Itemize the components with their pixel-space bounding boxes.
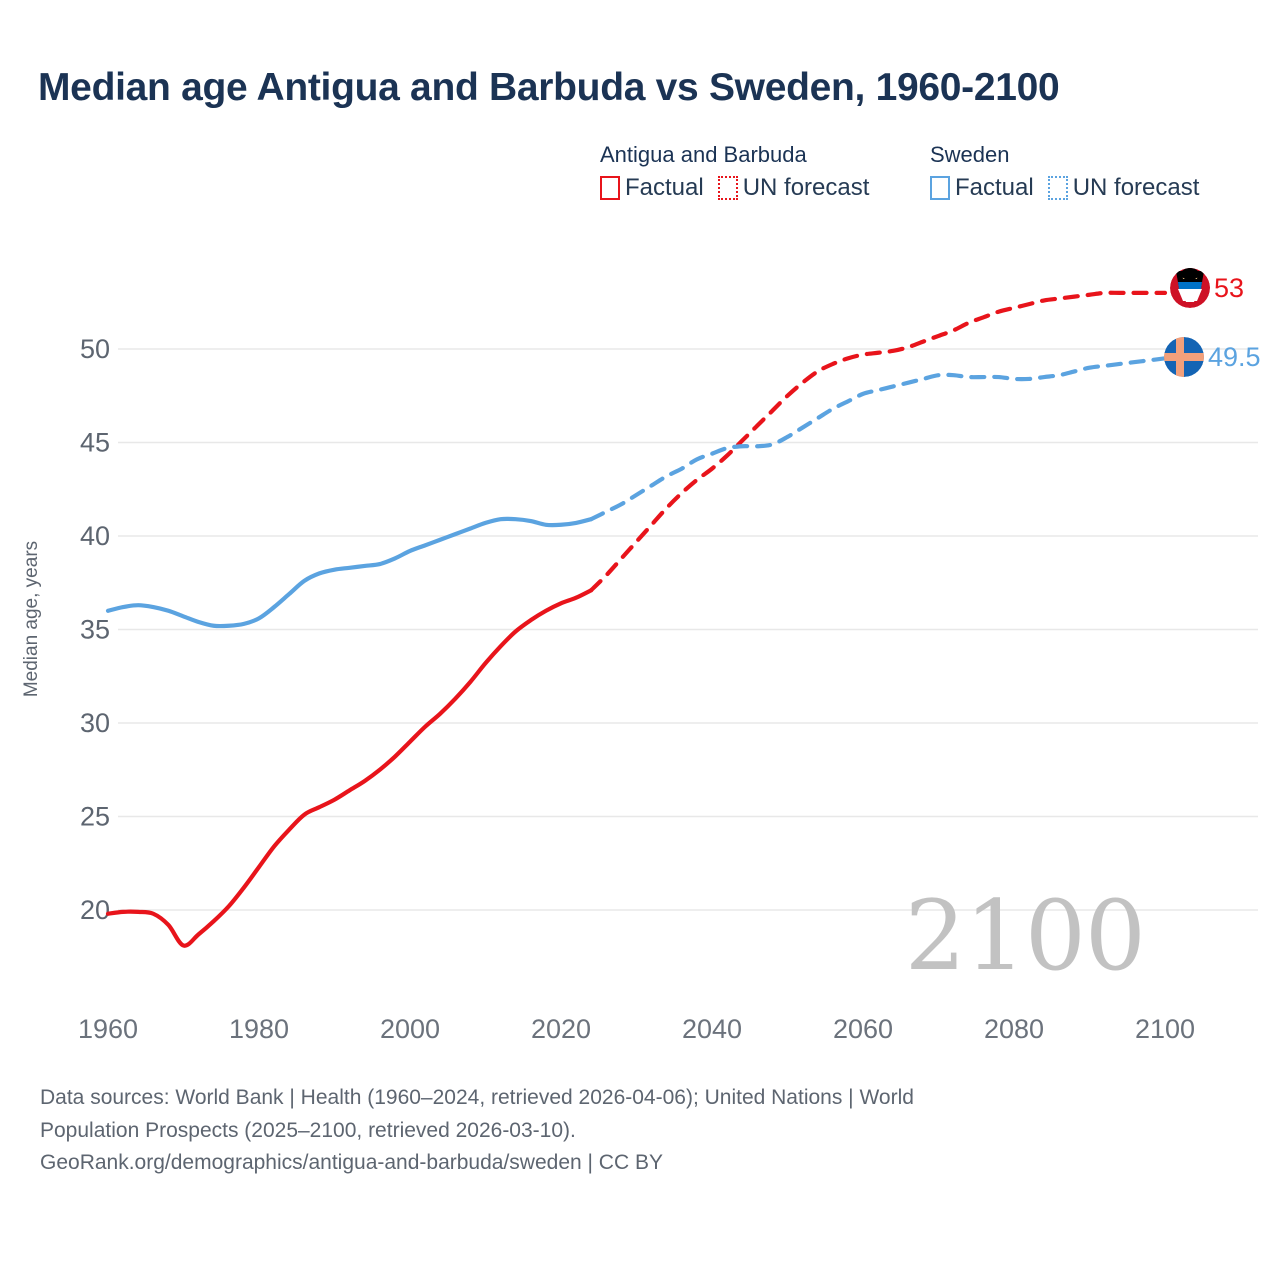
y-tick-label: 35 — [80, 615, 110, 645]
x-tick-label: 2080 — [984, 1014, 1044, 1044]
footer-line-2: Population Prospects (2025–2100, retriev… — [40, 1118, 576, 1142]
legend-entry-label: UN forecast — [1072, 174, 1200, 201]
series-line-sweden-factual — [105, 516, 594, 629]
end-label-sweden: 49.5 — [1164, 337, 1261, 377]
end-label-antigua-and-barbuda: 53 — [1170, 268, 1244, 308]
legend-entry-antigua-factual[interactable]: Factual — [600, 174, 704, 202]
legend-entry-label: UN forecast — [742, 174, 870, 201]
watermark-year: 2100 — [904, 880, 1146, 992]
antigua-and-barbuda-flag-icon — [1170, 268, 1210, 308]
y-axis-title: Median age, years — [21, 540, 42, 698]
chart-gridlines — [118, 348, 1258, 911]
chart-series-lines — [105, 290, 1168, 948]
series-line-antigua-and-barbuda-forecast — [589, 290, 1168, 593]
chart-legend: Antigua and Barbuda Factual UN forecast … — [600, 142, 1260, 222]
series-line-antigua-and-barbuda-factual — [105, 588, 594, 948]
legend-entry-sweden-un-forecast[interactable]: UN forecast — [1047, 174, 1200, 202]
footer-sources: Data sources: World Bank | Health (1960–… — [40, 1082, 1210, 1180]
legend-entry-label: Factual — [955, 174, 1034, 201]
chart-plot-area: 20 25 30 35 40 45 50 1960 1980 2000 2020 2040 2060 2… — [78, 290, 1258, 1044]
legend-entry-sweden-factual[interactable]: Factual — [930, 174, 1034, 202]
legend-group-sweden: Sweden Factual UN forecast — [930, 142, 1199, 202]
x-tick-label: 1960 — [78, 1014, 138, 1044]
x-tick-label: 1980 — [229, 1014, 289, 1044]
sweden-flag-icon — [1164, 337, 1204, 377]
y-tick-label: 45 — [80, 428, 110, 458]
legend-swatch-dotted-icon — [1047, 176, 1068, 200]
page-title: Median age Antigua and Barbuda vs Sweden… — [38, 66, 1060, 109]
x-tick-label: 2060 — [833, 1014, 893, 1044]
footer-line-3[interactable]: GeoRank.org/demographics/antigua-and-bar… — [40, 1151, 663, 1175]
x-tick-label: 2040 — [682, 1014, 742, 1044]
x-tick-label: 2020 — [531, 1014, 591, 1044]
y-tick-label: 30 — [80, 708, 110, 738]
legend-swatch-solid-icon — [930, 176, 950, 200]
legend-entry-label: Factual — [625, 174, 704, 201]
legend-swatch-dotted-icon — [717, 176, 738, 200]
footer-line-1: Data sources: World Bank | Health (1960–… — [40, 1086, 914, 1109]
legend-swatch-solid-icon — [600, 176, 620, 200]
legend-group-title: Sweden — [930, 142, 1010, 167]
y-tick-label: 20 — [80, 895, 110, 925]
chart-y-tick-labels: 20 25 30 35 40 45 50 — [80, 334, 110, 925]
y-tick-label: 50 — [80, 334, 110, 364]
end-label-value: 53 — [1214, 272, 1245, 303]
series-line-sweden-forecast — [589, 356, 1168, 522]
x-tick-label: 2000 — [380, 1014, 440, 1044]
chart-x-tick-labels: 1960 1980 2000 2020 2040 2060 2080 2100 — [78, 1014, 1195, 1044]
x-tick-label: 2100 — [1135, 1014, 1195, 1044]
y-tick-label: 40 — [80, 521, 110, 551]
y-tick-label: 25 — [80, 802, 110, 832]
chart-svg: 20 25 30 35 40 45 50 1960 1980 2000 2020 2040 2060 2… — [78, 290, 1258, 1044]
legend-group-antigua-and-barbuda: Antigua and Barbuda Factual UN forecast — [600, 142, 869, 202]
end-label-value: 49.5 — [1208, 341, 1261, 372]
legend-entry-antigua-un-forecast[interactable]: UN forecast — [717, 174, 870, 202]
legend-group-title: Antigua and Barbuda — [600, 142, 807, 167]
